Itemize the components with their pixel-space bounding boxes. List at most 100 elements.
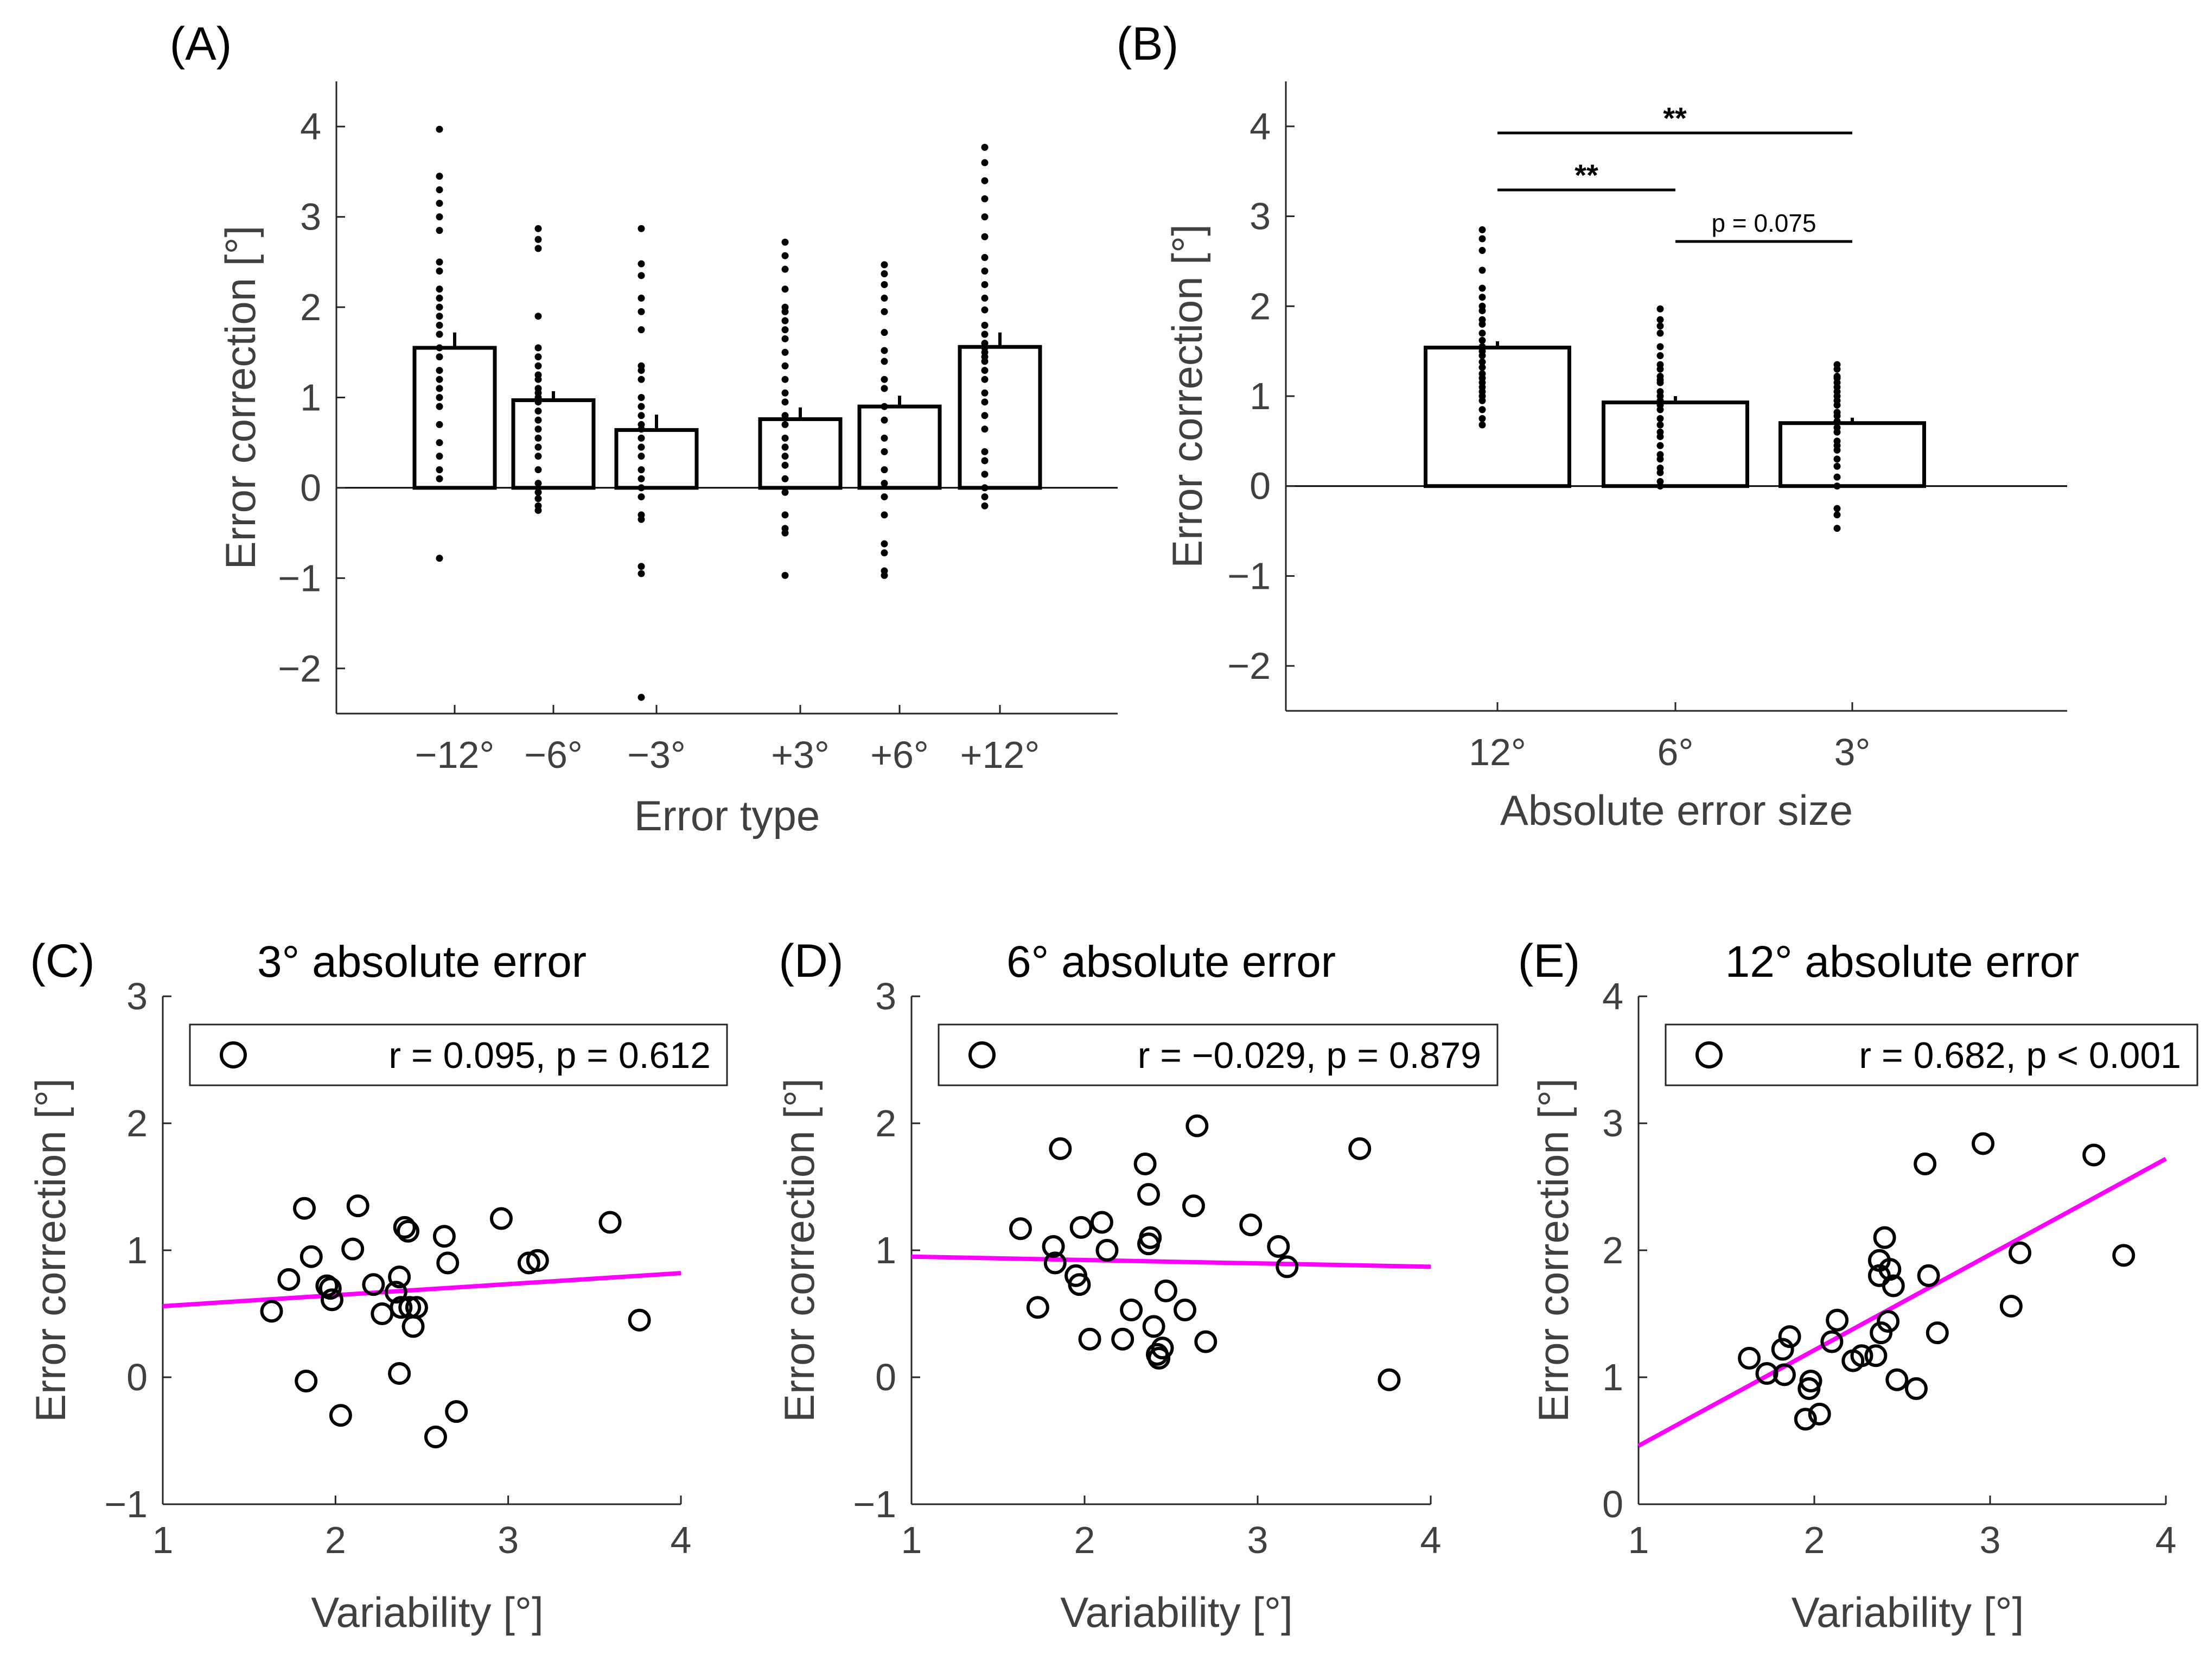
data-point	[881, 358, 888, 365]
data-point	[638, 475, 645, 482]
data-point	[638, 484, 645, 492]
bar-4	[857, 404, 942, 490]
data-point	[436, 303, 443, 311]
scatter-point	[1755, 1362, 1778, 1385]
data-point	[1656, 316, 1664, 323]
scatter-point	[393, 1216, 416, 1239]
panel-D: (D) 6° absolute error −1 0 1 2 3 1 2 3 4 Variabilit…	[775, 935, 1499, 1636]
y-tick-label: 2	[1602, 1229, 1623, 1271]
data-point	[981, 195, 989, 202]
y-tick-label: −2	[278, 647, 321, 690]
regression-line	[911, 1254, 1431, 1269]
scatter-point	[318, 1277, 342, 1300]
data-point	[781, 443, 789, 451]
panel-label-A: (A)	[170, 18, 232, 70]
y-tick-label: 0	[875, 1356, 896, 1398]
data-point	[534, 225, 542, 232]
scatter-point	[1885, 1368, 1909, 1391]
y-tick-label: −2	[1227, 645, 1271, 687]
y-tick-label: 3	[875, 975, 896, 1017]
data-point	[881, 434, 888, 442]
data-point	[436, 227, 443, 234]
scatter-point	[371, 1302, 394, 1325]
data-point	[981, 330, 989, 338]
data-point	[781, 362, 789, 370]
scatter-point	[405, 1296, 428, 1319]
legend-box	[1665, 1023, 2198, 1086]
data-point	[1478, 307, 1486, 315]
data-point	[981, 502, 989, 510]
data-point	[1656, 406, 1664, 413]
data-point	[436, 294, 443, 302]
data-point	[436, 344, 443, 352]
scatter-point	[1151, 1337, 1174, 1360]
y-tick-label: −1	[278, 557, 321, 599]
scatter-point	[1808, 1402, 1831, 1426]
data-point	[1656, 343, 1664, 351]
data-point	[436, 330, 443, 338]
x-tick-label-0: −12°	[415, 734, 495, 776]
data-point	[881, 480, 888, 487]
data-point	[1833, 462, 1841, 470]
scatter-point	[388, 1362, 411, 1385]
data-point	[638, 294, 645, 302]
data-point	[1656, 352, 1664, 359]
data-point	[781, 376, 789, 383]
data-point	[638, 694, 645, 701]
data-point	[534, 443, 542, 451]
scatter-point	[1111, 1327, 1134, 1351]
y-axis-label: Error correction [°]	[775, 1078, 823, 1422]
scatter-point	[1139, 1226, 1162, 1249]
data-point	[881, 466, 888, 474]
y-tick-label: 2	[126, 1102, 148, 1144]
x-tick-label-2: −3°	[627, 734, 686, 776]
data-point	[781, 453, 789, 460]
scatter-point	[1185, 1114, 1209, 1137]
scatter-point	[1090, 1211, 1113, 1234]
data-point	[781, 335, 789, 342]
data-point	[981, 233, 989, 240]
data-point	[781, 389, 789, 397]
data-point	[638, 563, 645, 570]
data-point	[534, 398, 542, 406]
data-point	[881, 329, 888, 336]
data-point	[1478, 266, 1486, 274]
data-point	[638, 453, 645, 460]
data-point	[638, 376, 645, 383]
x-tick-label: 2	[1074, 1519, 1095, 1561]
scatter-point	[401, 1315, 425, 1338]
data-point	[1656, 455, 1664, 463]
data-point	[981, 457, 989, 465]
data-point	[981, 484, 989, 492]
scatter-point	[598, 1211, 622, 1234]
regression-line	[1637, 1157, 2167, 1448]
data-point	[981, 254, 989, 262]
data-point	[534, 407, 542, 415]
data-point	[436, 125, 443, 133]
scatter-point	[1267, 1235, 1290, 1258]
y-tick-label: 0	[126, 1356, 148, 1398]
data-point	[1833, 417, 1841, 425]
data-point	[981, 177, 989, 185]
data-point	[1656, 415, 1664, 422]
scatter-point	[1068, 1273, 1091, 1296]
y-tick-label: 4	[1602, 975, 1623, 1017]
data-point	[638, 516, 645, 523]
x-axis-label: Error type	[634, 792, 820, 839]
data-point	[781, 326, 789, 334]
data-point	[781, 265, 789, 273]
legend-box	[938, 1023, 1499, 1086]
scatter-point	[1864, 1344, 1888, 1367]
bar-2	[1778, 421, 1926, 488]
bar-5	[958, 345, 1042, 490]
data-point	[1478, 364, 1486, 371]
data-point	[1478, 284, 1486, 292]
y-tick-label: 4	[300, 105, 321, 148]
scatter-point	[1095, 1239, 1119, 1262]
scatter-point	[299, 1245, 323, 1268]
scatter-point	[1120, 1298, 1143, 1321]
data-point	[638, 367, 645, 374]
x-axis-label: Variability [°]	[1792, 1588, 2024, 1636]
data-point	[781, 529, 789, 537]
data-point	[1478, 415, 1486, 422]
